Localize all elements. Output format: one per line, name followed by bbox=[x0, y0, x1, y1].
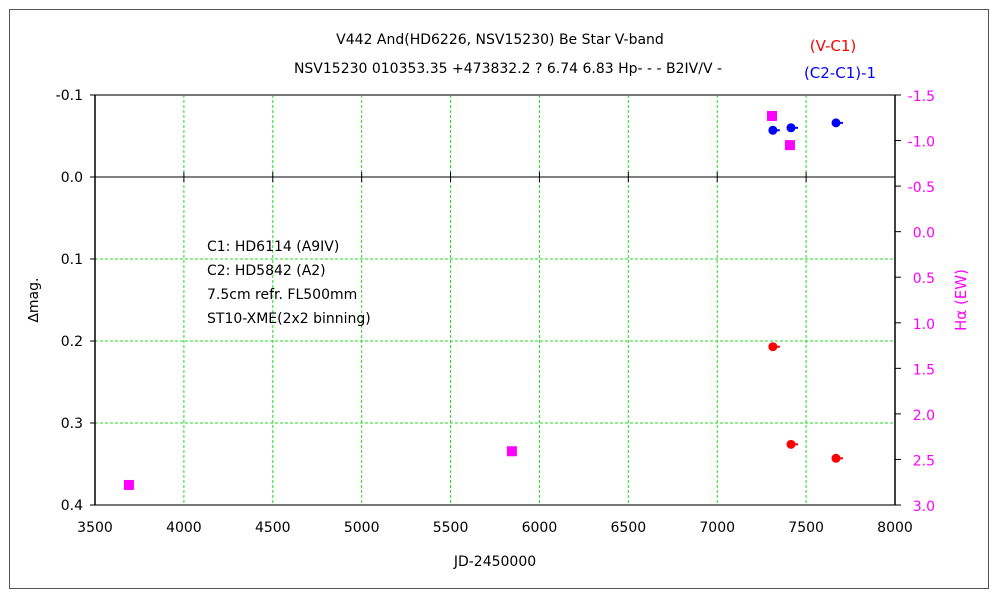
y2-tick-label: 0.5 bbox=[913, 271, 935, 287]
ha-point bbox=[123, 479, 134, 490]
ha-point bbox=[506, 446, 517, 457]
y2-tick-label: 2.5 bbox=[913, 453, 935, 469]
y-tick-label: 0.0 bbox=[61, 170, 83, 186]
x-tick-label: 8000 bbox=[877, 520, 913, 536]
y2-tick-label: -1.0 bbox=[908, 135, 935, 151]
x-axis-label: JD-2450000 bbox=[453, 554, 536, 570]
annotation-camera: ST10-XME(2x2 binning) bbox=[207, 311, 371, 327]
x-tick-label: 7500 bbox=[788, 520, 824, 536]
y2-axis-label: Hα (EW) bbox=[952, 269, 970, 331]
v-c1-point bbox=[768, 342, 778, 352]
c2-c1-point bbox=[786, 123, 796, 133]
x-tick-label: 5000 bbox=[344, 520, 380, 536]
y-tick-label: 0.3 bbox=[61, 416, 83, 432]
y2-tick-label: 1.5 bbox=[913, 362, 935, 378]
marks bbox=[123, 110, 843, 490]
annotation-telescope: 7.5cm refr. FL500mm bbox=[207, 287, 357, 303]
y-tick-label: 0.4 bbox=[61, 498, 83, 514]
c2-c1-point bbox=[831, 118, 841, 128]
y2-tick-label: 3.0 bbox=[913, 499, 935, 515]
chart-frame bbox=[9, 9, 989, 589]
x-tick-label: 4500 bbox=[255, 520, 291, 536]
y-tick-label: 0.2 bbox=[61, 334, 83, 350]
x-tick-label: 3500 bbox=[77, 520, 113, 536]
x-tick-label: 4000 bbox=[166, 520, 202, 536]
v-c1-point bbox=[831, 453, 841, 463]
grid bbox=[95, 95, 895, 505]
v-c1-point bbox=[786, 439, 796, 449]
legend-c2-c1: (C2-C1)-1 bbox=[804, 64, 876, 82]
legend-v-c1: (V-C1) bbox=[810, 37, 857, 55]
y2-tick-label: -0.5 bbox=[908, 180, 935, 196]
ha-point bbox=[784, 140, 795, 151]
c2-c1-point bbox=[768, 125, 778, 135]
x-tick-label: 6500 bbox=[611, 520, 647, 536]
ha-point bbox=[766, 110, 777, 121]
y2-tick-label: 2.0 bbox=[913, 408, 935, 424]
x-tick-label: 7000 bbox=[699, 520, 735, 536]
y2-tick-label: -1.5 bbox=[908, 89, 935, 105]
x-tick-label: 5500 bbox=[433, 520, 469, 536]
x-tick-label: 6000 bbox=[522, 520, 558, 536]
y2-tick-label: 0.0 bbox=[913, 226, 935, 242]
annotation-c1: C1: HD6114 (A9IV) bbox=[207, 239, 339, 255]
y2-tick-label: 1.0 bbox=[913, 317, 935, 333]
y-tick-label: 0.1 bbox=[61, 252, 83, 268]
chart-subtitle: NSV15230 010353.35 +473832.2 ? 6.74 6.83… bbox=[294, 61, 722, 77]
y-tick-label: -0.1 bbox=[56, 88, 83, 104]
chart-title: V442 And(HD6226, NSV15230) Be Star V-ban… bbox=[336, 32, 664, 48]
y-axis-label: ∆mag. bbox=[26, 278, 42, 324]
annotation-c2: C2: HD5842 (A2) bbox=[207, 263, 326, 279]
axes: 3500 4000 4500 5000 5500 6000 6500 7000 7500 8000… bbox=[56, 88, 935, 536]
